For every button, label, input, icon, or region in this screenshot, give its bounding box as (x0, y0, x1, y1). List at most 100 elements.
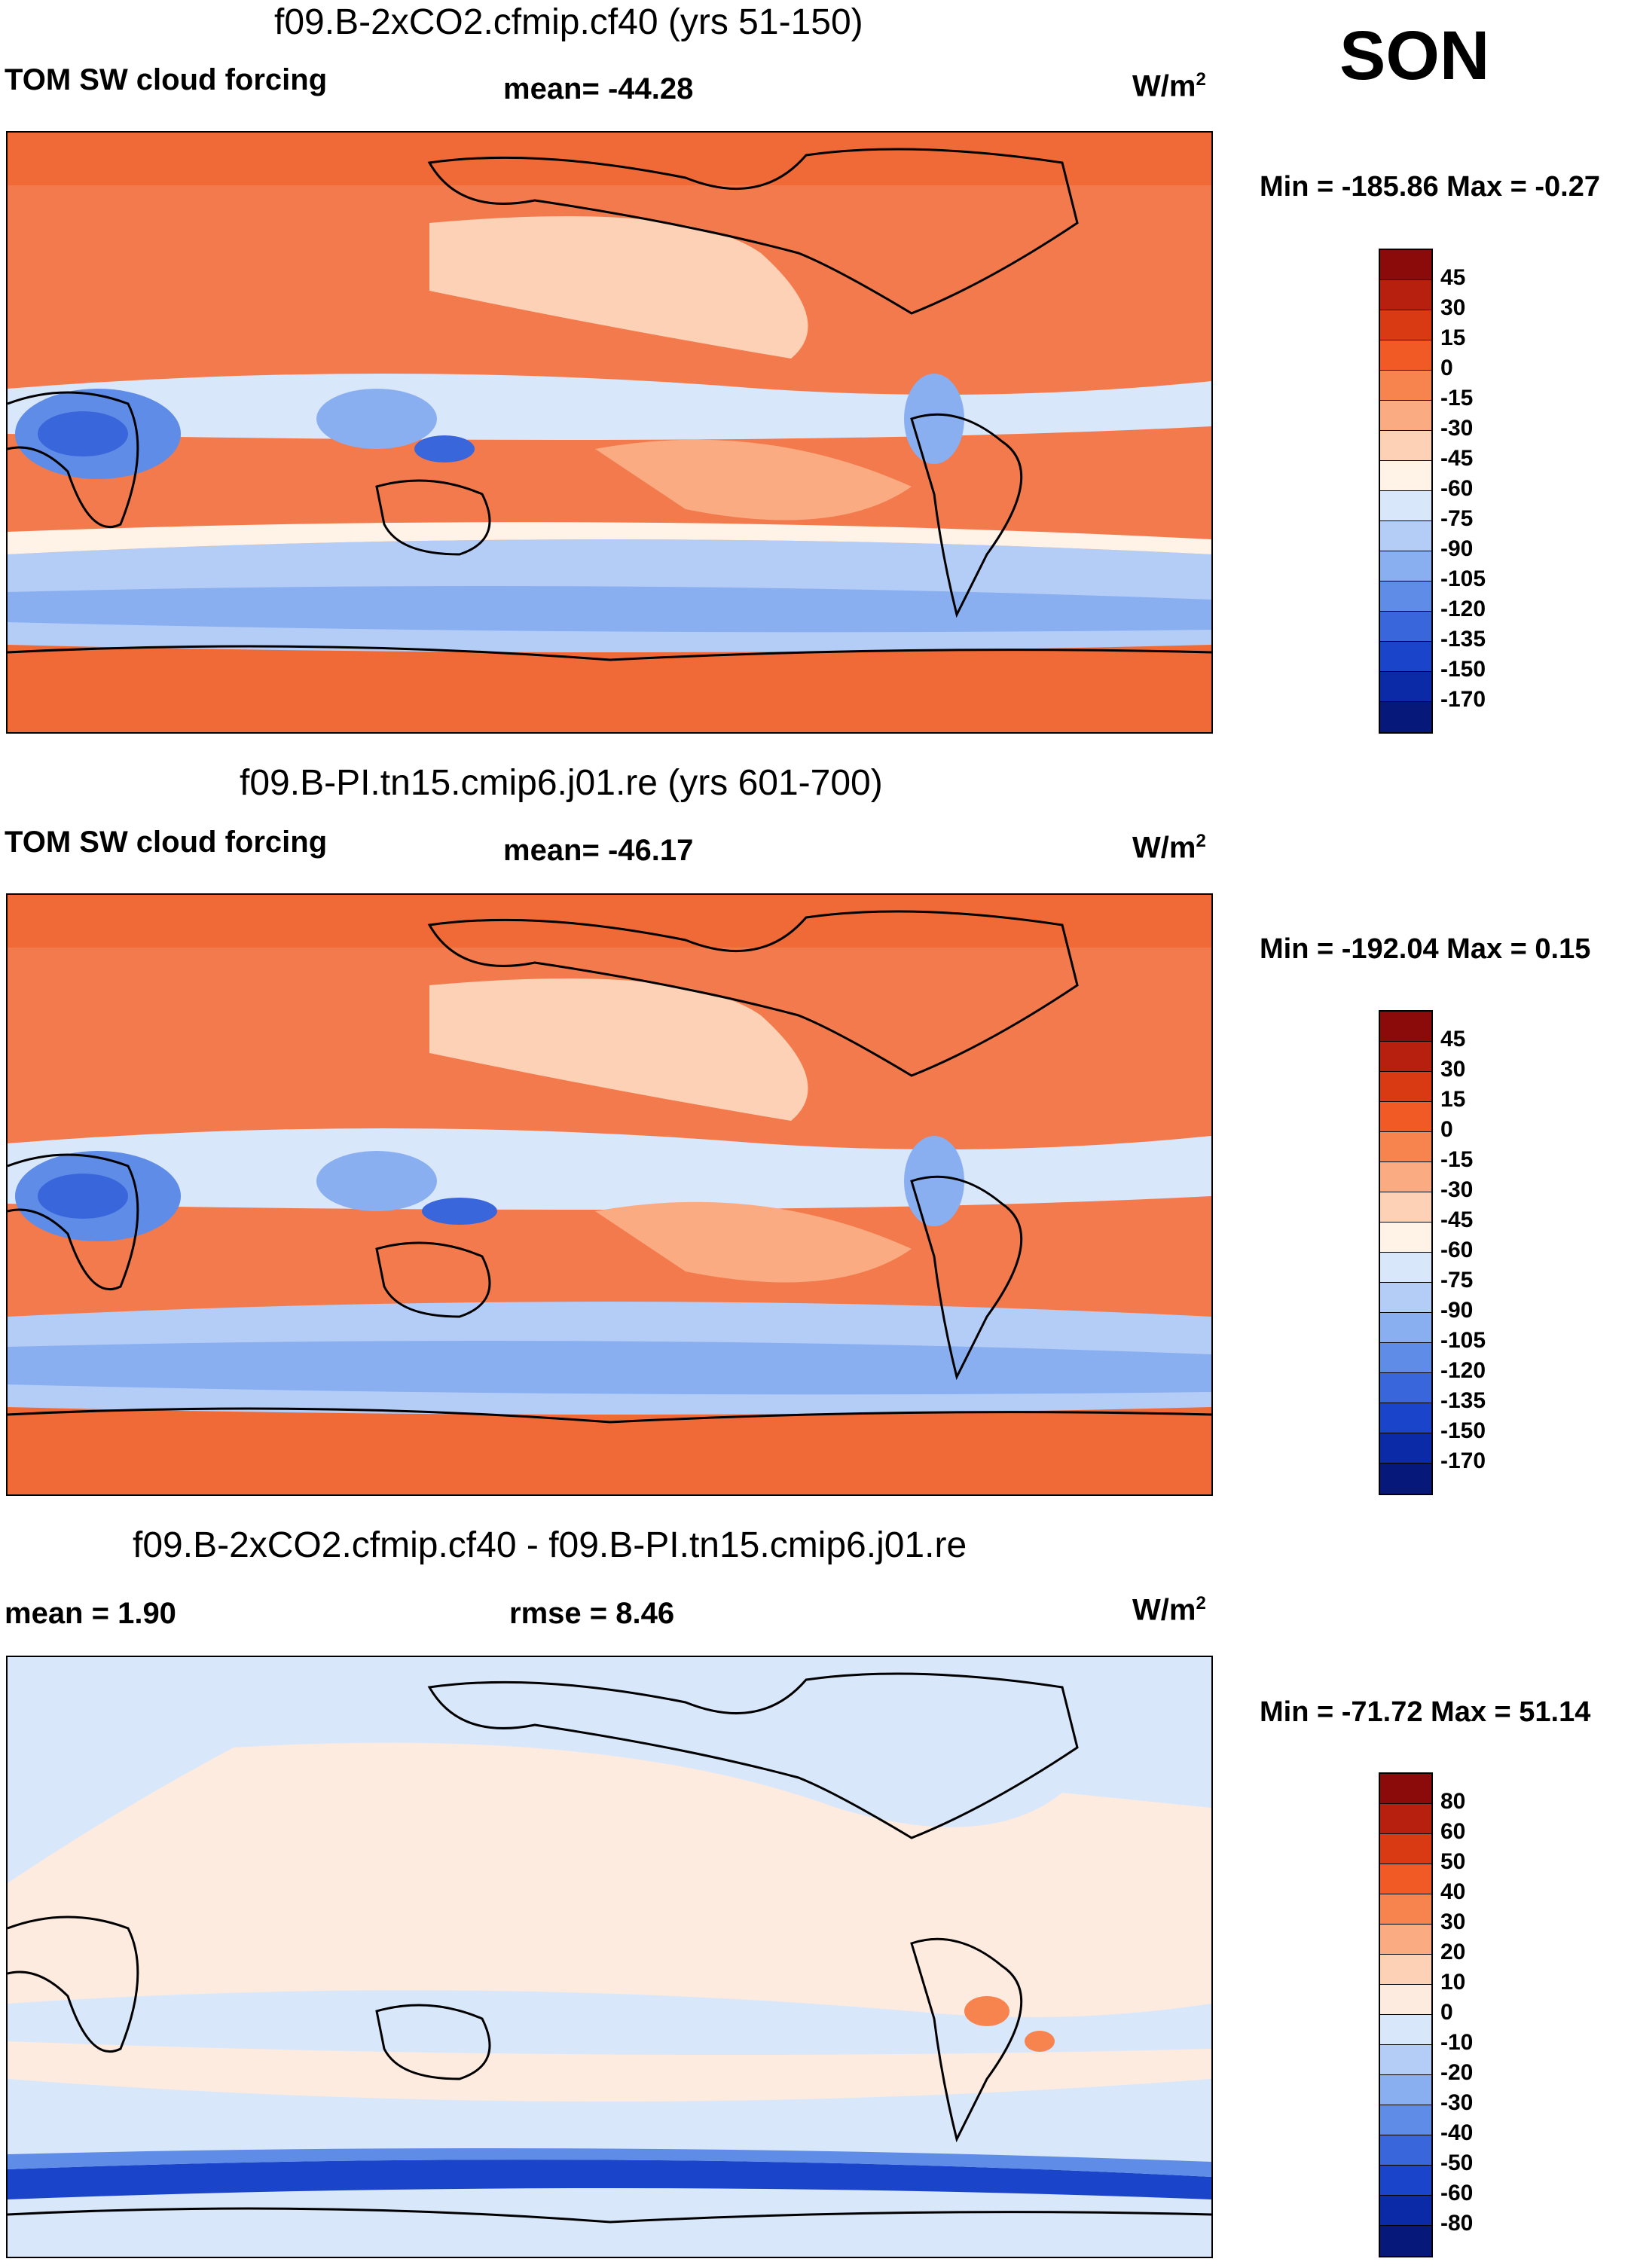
panel-1-minmax: Min = -185.86 Max = -0.27 (1260, 171, 1601, 203)
colorbar-swatch (1380, 371, 1431, 401)
panel-1-map (6, 131, 1213, 734)
colorbar-swatch (1380, 1223, 1431, 1253)
colorbar-swatch (1380, 491, 1431, 521)
colorbar-level-label: -105 (1440, 566, 1486, 591)
colorbar-level-label: 15 (1440, 1087, 1466, 1112)
colorbar-swatch (1380, 1072, 1431, 1102)
colorbar-swatch (1380, 1012, 1431, 1042)
colorbar-swatch (1380, 431, 1431, 461)
colorbar-swatch (1380, 2166, 1431, 2196)
colorbar-level-label: 60 (1440, 1819, 1466, 1844)
colorbar-level-label: 45 (1440, 265, 1466, 290)
colorbar-swatch (1380, 1313, 1431, 1343)
colorbar-swatch (1380, 551, 1431, 581)
panel-3-units: W/m2 (1132, 1593, 1206, 1627)
colorbar-level-label: -150 (1440, 657, 1486, 682)
colorbar-level-label: -75 (1440, 506, 1474, 531)
colorbar-swatch (1380, 401, 1431, 431)
colorbar-level-label: 50 (1440, 1849, 1466, 1874)
colorbar-level-label: -90 (1440, 1298, 1474, 1323)
colorbar-level-label: -170 (1440, 687, 1486, 712)
colorbar-level-label: -120 (1440, 1358, 1486, 1383)
colorbar-level-label: -105 (1440, 1328, 1486, 1353)
colorbar-level-label: 40 (1440, 1879, 1466, 1904)
panel-2-variable-label: TOM SW cloud forcing (5, 826, 328, 859)
panel-3-rmse-label: rmse = 8.46 (509, 1597, 675, 1630)
colorbar-swatch (1380, 1132, 1431, 1162)
colorbar-swatch (1380, 1373, 1431, 1403)
colorbar-swatch (1380, 1433, 1431, 1464)
colorbar-level-label: -60 (1440, 1238, 1474, 1262)
colorbar-level-label: -30 (1440, 2090, 1474, 2115)
colorbar-level-label: 30 (1440, 1909, 1466, 1934)
colorbar-level-label: -150 (1440, 1418, 1486, 1443)
colorbar-level-label: 30 (1440, 1057, 1466, 1082)
panel-3-minmax: Min = -71.72 Max = 51.14 (1260, 1696, 1591, 1728)
colorbar-swatch (1380, 642, 1431, 672)
colorbar-swatch (1380, 1925, 1431, 1955)
colorbar-level-label: -60 (1440, 476, 1474, 501)
colorbar-swatch (1380, 1985, 1431, 2015)
colorbar-swatch (1380, 521, 1431, 551)
panel-3-mean-label: mean = 1.90 (5, 1597, 176, 1630)
colorbar-level-label: -90 (1440, 536, 1474, 561)
colorbar-level-label: -135 (1440, 627, 1486, 652)
colorbar-level-label: -135 (1440, 1388, 1486, 1413)
panel-2-units: W/m2 (1132, 831, 1206, 865)
colorbar-swatch (1380, 581, 1431, 612)
colorbar-swatch (1380, 1774, 1431, 1804)
colorbar-level-label: -30 (1440, 416, 1474, 441)
colorbar-swatch (1380, 310, 1431, 340)
colorbar-level-label: -60 (1440, 2181, 1474, 2205)
colorbar-swatch (1380, 1192, 1431, 1223)
colorbar-swatch (1380, 1102, 1431, 1132)
colorbar-swatch (1380, 1253, 1431, 1283)
colorbar-level-label: -45 (1440, 446, 1474, 471)
colorbar-level-label: -50 (1440, 2150, 1474, 2175)
colorbar-swatch (1380, 1955, 1431, 1985)
panel-2-colorbar (1379, 1010, 1433, 1495)
panel-2-title: f09.B-PI.tn15.cmip6.j01.re (yrs 601-700) (240, 763, 883, 803)
panel-1-variable-label: TOM SW cloud forcing (5, 63, 328, 96)
colorbar-swatch (1380, 1343, 1431, 1373)
colorbar-swatch (1380, 1834, 1431, 1864)
colorbar-level-label: 0 (1440, 356, 1453, 380)
colorbar-level-label: 80 (1440, 1789, 1466, 1814)
colorbar-level-label: -40 (1440, 2120, 1474, 2145)
colorbar-level-label: 20 (1440, 1940, 1466, 1964)
season-label: SON (1339, 17, 1490, 94)
arctic-band (8, 133, 1211, 185)
colorbar-level-label: -15 (1440, 386, 1474, 411)
panel-2-mean-label: mean= -46.17 (503, 834, 694, 867)
panel-2-minmax: Min = -192.04 Max = 0.15 (1260, 933, 1591, 965)
colorbar-swatch (1380, 1042, 1431, 1072)
colorbar-level-label: 45 (1440, 1027, 1466, 1052)
colorbar-swatch (1380, 1403, 1431, 1433)
panel-2-map (6, 893, 1213, 1496)
colorbar-swatch (1380, 2226, 1431, 2256)
colorbar-swatch (1380, 2135, 1431, 2166)
colorbar-level-label: -75 (1440, 1268, 1474, 1293)
colorbar-level-label: -30 (1440, 1177, 1474, 1202)
colorbar-swatch (1380, 672, 1431, 702)
colorbar-swatch (1380, 2045, 1431, 2075)
colorbar-swatch (1380, 250, 1431, 280)
colorbar-level-label: 0 (1440, 1117, 1453, 1142)
colorbar-swatch (1380, 340, 1431, 371)
panel-3-title: f09.B-2xCO2.cfmip.cf40 - f09.B-PI.tn15.c… (133, 1525, 967, 1565)
panel-1-units: W/m2 (1132, 69, 1206, 103)
colorbar-level-label: 15 (1440, 325, 1466, 350)
colorbar-swatch (1380, 1464, 1431, 1494)
panel-3-colorbar (1379, 1772, 1433, 2257)
colorbar-swatch (1380, 612, 1431, 642)
colorbar-level-label: 0 (1440, 2000, 1453, 2025)
antarctic-band (8, 645, 1211, 732)
colorbar-level-label: -120 (1440, 597, 1486, 621)
colorbar-level-label: -80 (1440, 2211, 1474, 2236)
colorbar-level-label: 10 (1440, 1970, 1466, 1995)
colorbar-swatch (1380, 1804, 1431, 1834)
panel-1-mean-label: mean= -44.28 (503, 72, 694, 105)
colorbar-swatch (1380, 1162, 1431, 1192)
colorbar-level-label: -15 (1440, 1147, 1474, 1172)
colorbar-level-label: -20 (1440, 2060, 1474, 2085)
